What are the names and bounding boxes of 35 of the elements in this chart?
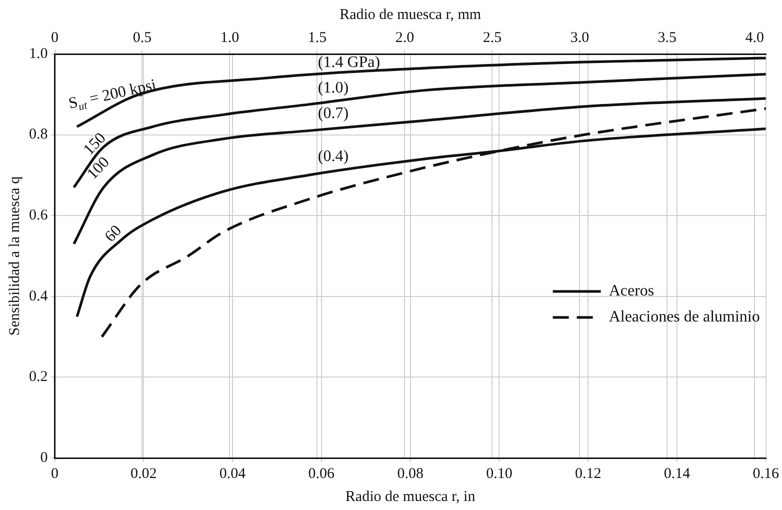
y-tick-label: 0.8 (29, 126, 48, 143)
x2-tick-label: 0.5 (132, 30, 152, 46)
x2-tick-label: 1.5 (308, 30, 327, 46)
annotation: (1.0) (318, 80, 349, 97)
x-tick-label: 0.04 (219, 466, 246, 482)
x2-tick-label: 2.5 (482, 30, 502, 46)
x2-tick-label: 2.0 (395, 30, 414, 46)
x-tick-label: 0 (51, 466, 58, 482)
annotation: 60 (102, 222, 126, 246)
x2-axis-title: Radio de muesca r, mm (340, 6, 482, 23)
legend-label: Aleaciones de aluminio (608, 308, 760, 326)
y-tick-label: 0.6 (29, 208, 48, 224)
y-tick-label: 0.4 (29, 288, 48, 304)
y-tick-label: 1.0 (29, 46, 48, 62)
x-tick-label: 0.12 (574, 466, 602, 482)
annotation: (0.7) (318, 104, 349, 122)
x-tick-label: 0.10 (486, 466, 512, 482)
x-tick-label: 0.06 (308, 466, 336, 482)
y-tick-label: 0.2 (29, 369, 48, 386)
x-tick-label: 0.16 (752, 466, 780, 482)
x-tick-label: 0.08 (397, 466, 424, 482)
x-tick-label: 0.02 (130, 466, 157, 482)
annotation: (0.4) (318, 148, 349, 166)
y-tick-label: 0 (40, 450, 48, 466)
annotation: 100 (84, 154, 113, 183)
legend-label: Aceros (608, 282, 654, 300)
x-tick-label: 0.14 (664, 466, 691, 482)
x2-tick-label: 4.0 (745, 30, 764, 46)
x2-tick-label: 3.5 (658, 30, 677, 46)
x2-tick-label: 0 (51, 30, 58, 46)
x2-tick-label: 3.0 (570, 30, 590, 46)
y-axis-title: Sensibilidad a la muesca q (6, 176, 23, 336)
annotation: (1.4 GPa) (318, 54, 380, 72)
x-axis-title: Radio de muesca r, in (345, 488, 476, 505)
x2-tick-label: 1.0 (220, 30, 240, 46)
